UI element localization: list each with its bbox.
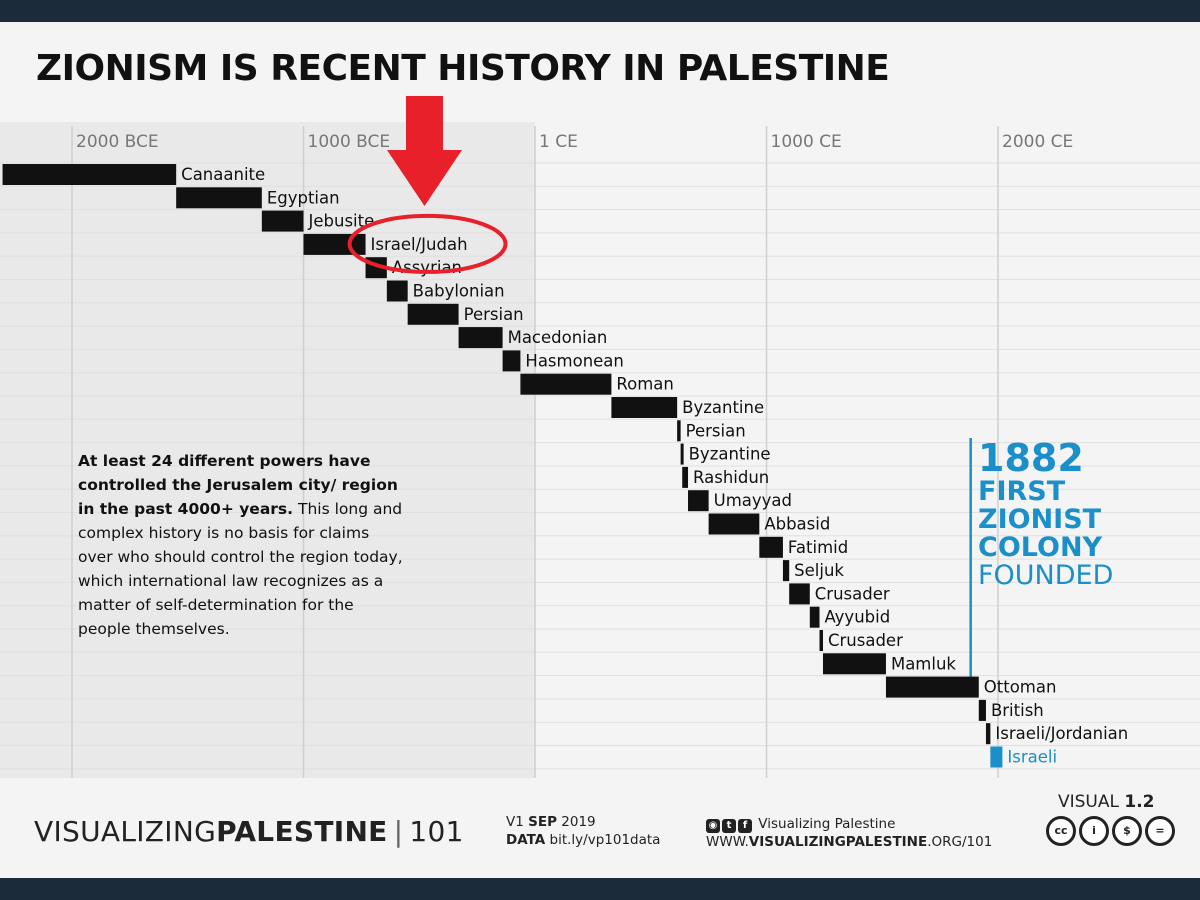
annotation-line-3: COLONY xyxy=(978,532,1103,563)
period-label: Fatimid xyxy=(788,538,848,557)
brand-separator: | xyxy=(393,815,404,848)
period-label: Rashidun xyxy=(693,468,769,487)
annotation-line-1: FIRST xyxy=(978,476,1066,507)
page-title: ZIONISM IS RECENT HISTORY IN PALESTINE xyxy=(36,48,890,89)
period-bar xyxy=(682,466,689,488)
version-info: V1 SEP 2019 DATA bit.ly/vp101data xyxy=(506,813,660,849)
annotation-line-2: ZIONIST xyxy=(978,504,1102,535)
period-bar xyxy=(502,350,521,372)
note-text: This long and complex history is no basi… xyxy=(78,500,403,638)
period-bar xyxy=(2,164,177,185)
website-suffix: .ORG/101 xyxy=(927,834,993,850)
tick-label: 1 CE xyxy=(539,132,578,152)
period-bar xyxy=(759,536,783,558)
social-info: ◉ t f Visualizing Palestine WWW.VISUALIZIN… xyxy=(706,813,992,851)
note-bold-text: At least 24 different powers have contro… xyxy=(78,452,398,518)
highlight-circle xyxy=(347,213,508,274)
website-link[interactable]: WWW.VISUALIZINGPALESTINE.ORG/101 xyxy=(706,833,992,851)
period-bar xyxy=(261,210,304,232)
period-bar xyxy=(782,560,790,582)
data-link[interactable]: bit.ly/vp101data xyxy=(549,832,661,848)
period-bar xyxy=(809,606,820,628)
period-bar xyxy=(990,746,1003,768)
period-bar xyxy=(978,699,986,721)
period-label: Babylonian xyxy=(413,282,505,301)
brand-logo: VISUALIZINGPALESTINE | 101 xyxy=(34,815,464,848)
period-label: Egyptian xyxy=(267,188,340,207)
period-label: Macedonian xyxy=(508,328,608,347)
period-label: Roman xyxy=(616,375,673,394)
brand-bold: PALESTINE xyxy=(216,815,388,848)
period-bar xyxy=(680,443,684,465)
period-label: Israeli/Jordanian xyxy=(995,724,1128,743)
twitter-icon[interactable]: t xyxy=(722,819,736,833)
website-prefix: WWW. xyxy=(706,834,749,850)
period-label: Seljuk xyxy=(794,561,844,580)
noderivatives-icon: = xyxy=(1145,816,1175,846)
zionist-colony-annotation: 1882 FIRST ZIONIST COLONY FOUNDED xyxy=(978,438,1113,590)
tick-label: 1000 BCE xyxy=(308,132,391,152)
period-label: Mamluk xyxy=(891,654,956,673)
period-label: Persian xyxy=(464,305,524,324)
visual-number: 1.2 xyxy=(1124,792,1155,812)
period-label: British xyxy=(991,701,1044,720)
period-bar xyxy=(611,397,678,418)
facebook-icon[interactable]: f xyxy=(738,819,752,833)
period-label: Ottoman xyxy=(984,678,1057,697)
period-label: Assyrian xyxy=(392,258,462,277)
period-label: Persian xyxy=(686,421,746,440)
website-bold: VISUALIZINGPALESTINE xyxy=(748,834,928,850)
period-label: Canaanite xyxy=(181,165,265,184)
period-bar xyxy=(708,513,760,535)
period-bar xyxy=(819,630,823,651)
period-bar xyxy=(303,233,366,255)
period-bar xyxy=(789,583,810,605)
annotation-line-4: FOUNDED xyxy=(978,560,1114,591)
explanatory-note: At least 24 different powers have contro… xyxy=(78,449,408,641)
cc-icon: cc xyxy=(1046,816,1076,846)
period-bar xyxy=(176,187,262,209)
instagram-icon[interactable]: ◉ xyxy=(706,819,720,833)
brand-light: VISUALIZING xyxy=(34,815,217,848)
period-label: Crusader xyxy=(815,584,890,603)
visual-label: VISUAL xyxy=(1058,792,1119,812)
period-label: Hasmonean xyxy=(525,351,623,370)
period-bar xyxy=(985,723,991,745)
data-label: DATA xyxy=(506,832,546,848)
period-bar xyxy=(458,327,503,349)
brand-number: 101 xyxy=(409,815,464,848)
period-label: Israel/Judah xyxy=(371,235,468,254)
period-bar xyxy=(885,676,979,698)
period-bar xyxy=(407,303,459,325)
period-bar xyxy=(386,280,408,302)
period-label: Abbasid xyxy=(764,515,830,534)
period-label: Umayyad xyxy=(714,491,792,510)
period-bar xyxy=(822,653,886,675)
version-label: V1 xyxy=(506,814,524,830)
period-label: Byzantine xyxy=(682,398,764,417)
period-label: Byzantine xyxy=(689,445,771,464)
visual-tag: VISUAL 1.2 xyxy=(1058,792,1155,812)
period-label: Jebusite xyxy=(308,212,375,231)
social-name: Visualizing Palestine xyxy=(758,816,896,832)
tick-label: 1000 CE xyxy=(771,132,842,152)
attribution-icon: i xyxy=(1079,816,1109,846)
tick-label: 2000 BCE xyxy=(76,132,159,152)
version-month: SEP xyxy=(528,814,557,830)
period-label: Crusader xyxy=(828,631,903,650)
tick-label: 2000 CE xyxy=(1002,132,1073,152)
period-bar xyxy=(677,420,681,442)
highlight-arrow-icon xyxy=(387,96,462,206)
period-bar xyxy=(688,490,709,512)
noncommercial-icon: $ xyxy=(1112,816,1142,846)
period-bar xyxy=(520,373,612,395)
period-label: Ayyubid xyxy=(825,608,891,627)
license-icons: cc i $ = xyxy=(1046,816,1178,846)
annotation-year: 1882 xyxy=(978,436,1084,480)
version-year: 2019 xyxy=(561,814,596,830)
period-label: Israeli xyxy=(1007,748,1057,767)
